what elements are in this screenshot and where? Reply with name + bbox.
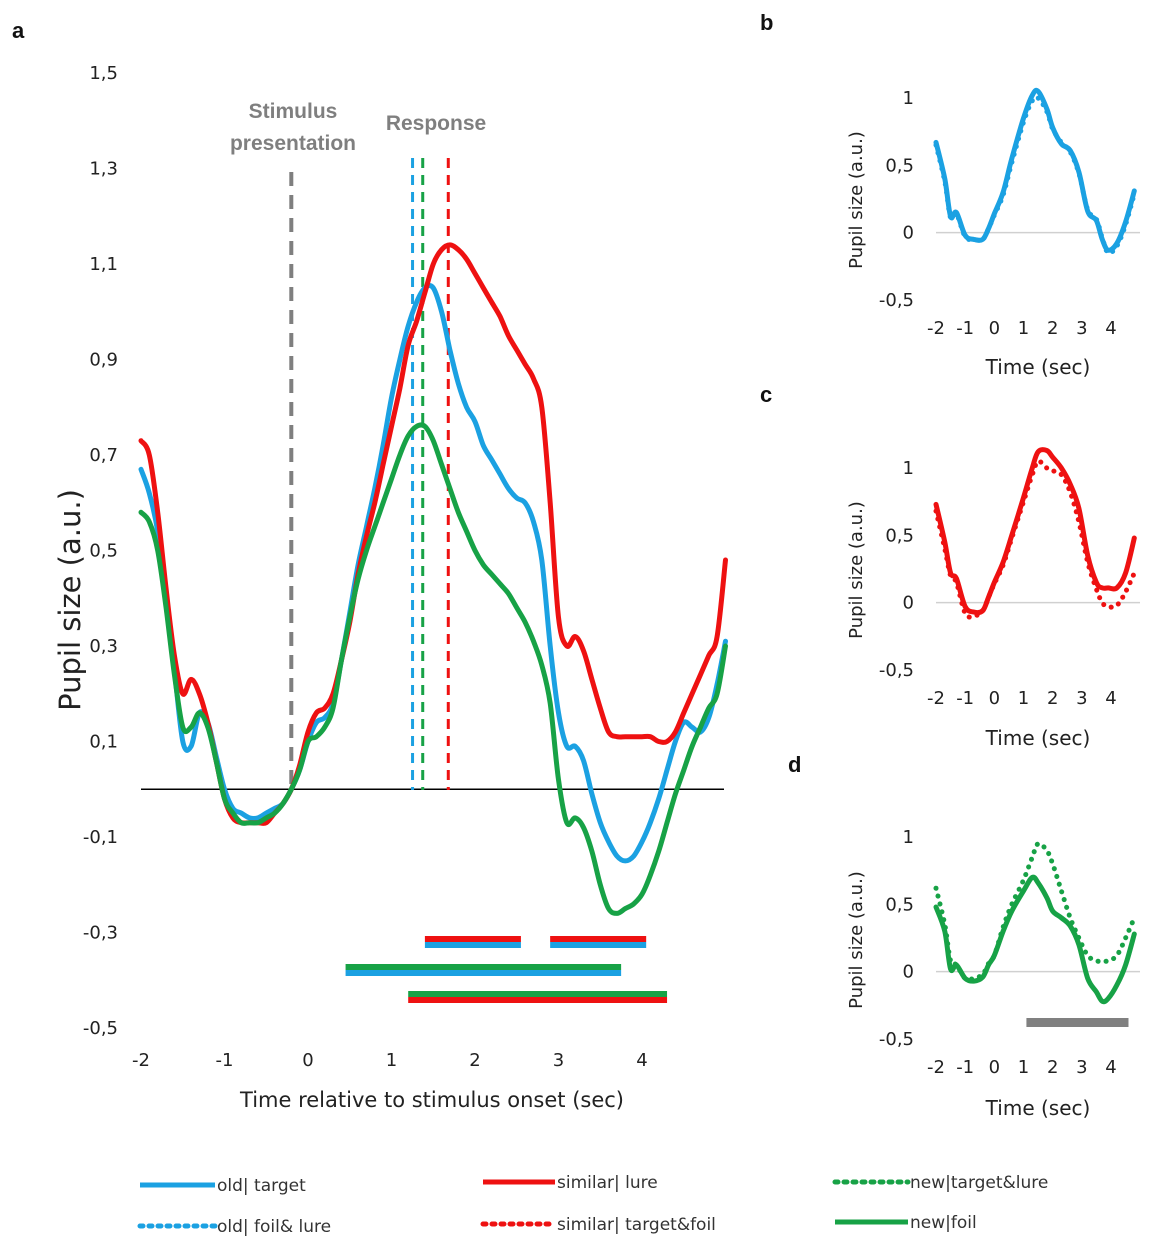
panel-d-xtick-label: -1 (956, 1057, 974, 1078)
legend-label-similar-lure: similar| lure (557, 1173, 658, 1193)
panel-a-ytick-label: -0,5 (83, 1018, 118, 1039)
panel-a-xlabel: Time relative to stimulus onset (sec) (239, 1088, 624, 1112)
panel-a-ytick-label: 0,7 (89, 445, 118, 466)
panel-d-xtick-label: 0 (989, 1057, 1000, 1078)
significance-bar (1026, 1018, 1129, 1027)
panel-b-xtick-label: -2 (927, 318, 945, 339)
panel-a-xtick-label: 3 (553, 1050, 564, 1071)
panel-d-ytick-label: 0 (903, 962, 914, 983)
panel-a-ytick-label: 1,3 (89, 159, 118, 180)
panel-d-xlabel: Time (sec) (985, 1096, 1091, 1120)
stimulus-annotation-line2: presentation (230, 132, 356, 155)
panel-d-letter: d (788, 752, 801, 777)
panel-a-xtick-label: 4 (636, 1050, 647, 1071)
panel-d-series-green-dotted (933, 841, 1137, 983)
panel-b-xlabel: Time (sec) (985, 355, 1091, 379)
legend-label-similar-target-foil: similar| target&foil (557, 1215, 716, 1235)
panel-b-ytick-label: -0,5 (879, 290, 914, 311)
panel-b-ylabel: Pupil size (a.u.) (846, 131, 867, 269)
significance-bar (408, 997, 668, 1003)
panel-b-ytick-label: 1 (903, 88, 914, 109)
panel-c-xtick-label: -2 (927, 688, 945, 709)
response-annotation: Response (386, 112, 486, 135)
panel-a-ytick-label: 1,5 (89, 63, 118, 84)
panel-a-xtick-label: 0 (302, 1050, 313, 1071)
legend-label-new-target-lure: new|target&lure (910, 1173, 1048, 1193)
panel-a-series-blue-solid (138, 283, 728, 864)
significance-bar (424, 942, 521, 948)
panel-a-series-red-solid (138, 242, 728, 826)
panel-a-series-green-solid (138, 422, 728, 916)
panel-a-ytick-label: 0,1 (89, 732, 118, 753)
significance-bar (345, 964, 622, 970)
panel-d-xtick-label: 1 (1018, 1057, 1029, 1078)
panel-a-ytick-label: 0,5 (89, 541, 118, 562)
panel-d-xtick-label: 2 (1047, 1057, 1058, 1078)
panel-d-plot: -0,500,51-2 -1 0 1 2 3 4 (879, 827, 1140, 1078)
panel-b-series-blue-dotted (933, 94, 1137, 256)
panel-c-series-red-solid (933, 447, 1137, 616)
panel-b-letter: b (760, 10, 773, 35)
panel-b-xtick-label: 1 (1018, 318, 1029, 339)
panel-c-ytick-label: 0,5 (885, 525, 914, 546)
legend-label-new-foil: new|foil (910, 1213, 977, 1233)
significance-bar (408, 991, 668, 997)
panel-a-xtick-label: 2 (469, 1050, 480, 1071)
panel-d-xtick-label: 4 (1105, 1057, 1116, 1078)
panel-c-letter: c (760, 382, 772, 407)
panel-c-series-red-dotted (933, 458, 1137, 620)
panel-c-xtick-label: 0 (989, 688, 1000, 709)
significance-bar (345, 970, 622, 976)
panel-c-xtick-label: 4 (1105, 688, 1116, 709)
panel-a-letter: a (12, 18, 25, 43)
panel-d-ytick-label: 1 (903, 827, 914, 848)
panel-b-xtick-label: 4 (1105, 318, 1116, 339)
panel-a-xtick-label: -2 (132, 1050, 150, 1071)
panel-a-xtick-label: -1 (216, 1050, 234, 1071)
panel-b-ytick-label: 0 (903, 223, 914, 244)
plot-layer: -0,5 -0,3 -0,1 0,1 0,3 0,5 0,7 0,9 1,1 1,3 1,5 -2 -1… (83, 63, 1140, 1078)
panel-b-xtick-label: 0 (989, 318, 1000, 339)
legend: old| target old| foil& lure similar| lur… (137, 1173, 1048, 1237)
panel-d-xtick-label: 3 (1076, 1057, 1087, 1078)
panel-c-ytick-label: -0,5 (879, 660, 914, 681)
panel-a-ytick-label: -0,1 (83, 827, 118, 848)
panel-a-ylabel: Pupil size (a.u.) (53, 489, 87, 711)
panel-b-ytick-label: 0,5 (885, 155, 914, 176)
panel-c-xtick-label: 1 (1018, 688, 1029, 709)
panel-c-ylabel: Pupil size (a.u.) (846, 501, 867, 639)
panel-c-ytick-label: 1 (903, 458, 914, 479)
legend-label-old-foil-lure: old| foil& lure (217, 1217, 331, 1237)
panel-d-ytick-label: 0,5 (885, 894, 914, 915)
panel-a-xtick-label: 1 (386, 1050, 397, 1071)
panel-d-ytick-label: -0,5 (879, 1029, 914, 1050)
panel-d-series-green-solid (933, 874, 1137, 1005)
panel-c-plot: -0,500,51-2 -1 0 1 2 3 4 (879, 447, 1140, 709)
panel-d-ylabel: Pupil size (a.u.) (846, 871, 867, 1009)
panel-b-xtick-label: 2 (1047, 318, 1058, 339)
panel-c-ytick-label: 0 (903, 593, 914, 614)
panel-b-xtick-label: -1 (956, 318, 974, 339)
panel-c-xtick-label: 3 (1076, 688, 1087, 709)
significance-bar (550, 942, 647, 948)
panel-c-xtick-label: -1 (956, 688, 974, 709)
panel-d-xtick-label: -2 (927, 1057, 945, 1078)
panel-b-plot: -0,500,51-2 -1 0 1 2 3 4 (879, 87, 1140, 339)
panel-c-xtick-label: 2 (1047, 688, 1058, 709)
panel-c-xlabel: Time (sec) (985, 726, 1091, 750)
panel-a-ytick-label: 0,9 (89, 350, 118, 371)
significance-bar (424, 936, 521, 942)
stimulus-annotation-line1: Stimulus (249, 100, 338, 123)
panel-a-ytick-label: 1,1 (89, 254, 118, 275)
significance-bar (550, 936, 647, 942)
legend-label-old-target: old| target (217, 1176, 306, 1196)
panel-b-xtick-label: 3 (1076, 318, 1087, 339)
panel-a-plot: -0,5 -0,3 -0,1 0,1 0,3 0,5 0,7 0,9 1,1 1,3 1,5 -2 -1… (83, 63, 728, 1071)
panel-b-series-blue-solid (933, 87, 1137, 253)
panel-a-ytick-label: -0,3 (83, 923, 118, 944)
panel-a-ytick-label: 0,3 (89, 636, 118, 657)
